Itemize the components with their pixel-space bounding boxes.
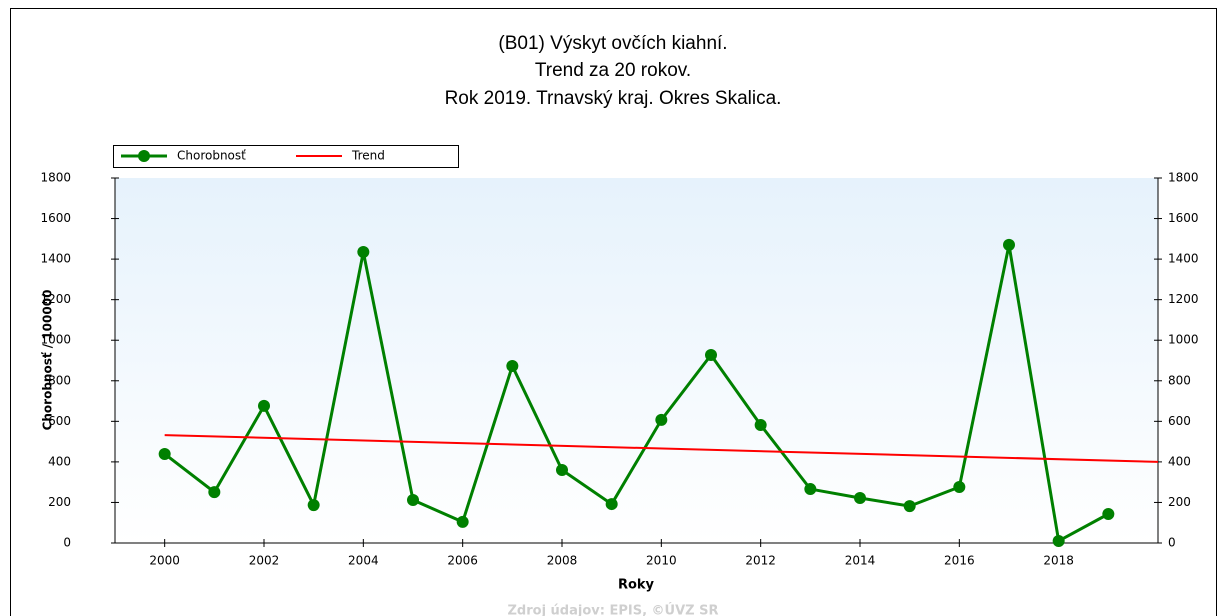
data-point — [556, 464, 568, 476]
frame — [10, 8, 1217, 616]
legend-label: Trend — [351, 149, 385, 163]
y2-tick-label: 0 — [1168, 536, 1176, 550]
y2-tick-label: 600 — [1168, 414, 1191, 428]
y2-tick-label: 1400 — [1168, 252, 1199, 266]
y-tick-label: 200 — [48, 495, 71, 509]
y-tick-label: 1400 — [40, 252, 71, 266]
data-point — [158, 447, 171, 460]
x-tick-label: 2004 — [348, 554, 379, 568]
data-point — [258, 399, 270, 412]
x-tick-label: 2010 — [646, 554, 677, 568]
data-point — [1003, 238, 1015, 251]
y-tick-label: 600 — [48, 414, 71, 428]
data-point — [655, 413, 668, 426]
series-line — [163, 244, 1110, 544]
y-tick-label: 1200 — [40, 292, 71, 306]
plot-area — [115, 178, 1158, 543]
y-tick-label: 400 — [48, 454, 71, 468]
y2-tick-label: 1000 — [1168, 333, 1199, 347]
data-point — [456, 515, 469, 528]
chart-title: Trend za 20 rokov. — [535, 60, 691, 81]
x-tick-label: 2008 — [547, 554, 578, 568]
legend-label: Chorobnosť — [177, 149, 246, 163]
data-point — [903, 500, 916, 513]
chart-title: (B01) Výskyt ovčích kiahní. — [498, 33, 727, 54]
x-axis-label: Roky — [618, 578, 655, 593]
x-tick-label: 2000 — [149, 554, 180, 568]
source: Zdroj údajov: EPIS, ©ÚVZ SR — [508, 603, 719, 616]
chart-title: Rok 2019. Trnavský kraj. Okres Skalica. — [445, 88, 782, 109]
y-tick-label: 1000 — [40, 333, 71, 347]
x-tick-label: 2018 — [1043, 554, 1074, 568]
data-point — [804, 483, 817, 496]
x-tick-label: 2006 — [447, 554, 478, 568]
legend-box — [113, 145, 459, 168]
y2-tick-label: 200 — [1168, 495, 1191, 509]
y2-tick-label: 400 — [1168, 454, 1191, 468]
data-point — [1052, 534, 1065, 547]
data-point — [953, 481, 966, 494]
data-point — [605, 498, 618, 511]
y-tick-label: 0 — [63, 536, 71, 550]
x-tick-label: 2016 — [944, 554, 975, 568]
data-point — [208, 486, 221, 499]
y2-tick-label: 1600 — [1168, 211, 1199, 225]
y2-tick-label: 800 — [1168, 373, 1191, 387]
x-tick-label: 2014 — [845, 554, 876, 568]
y-tick-label: 1800 — [40, 171, 71, 185]
y-axis-label: Chorobnosť / 100000 — [41, 290, 55, 431]
y2-tick-label: 1200 — [1168, 292, 1199, 306]
y2-tick-label: 1800 — [1168, 171, 1199, 185]
legend-marker — [138, 150, 150, 162]
y-tick-label: 800 — [48, 373, 71, 387]
data-point — [1102, 508, 1115, 521]
x-tick-label: 2012 — [745, 554, 776, 568]
data-point — [357, 246, 370, 259]
data-point — [307, 499, 320, 512]
data-point — [854, 491, 866, 504]
series-line — [164, 434, 1159, 463]
data-point — [506, 359, 519, 372]
y-tick-label: 1600 — [40, 211, 71, 225]
data-point — [754, 418, 767, 431]
data-point — [407, 494, 419, 507]
data-point — [705, 349, 717, 362]
x-tick-label: 2002 — [249, 554, 280, 568]
